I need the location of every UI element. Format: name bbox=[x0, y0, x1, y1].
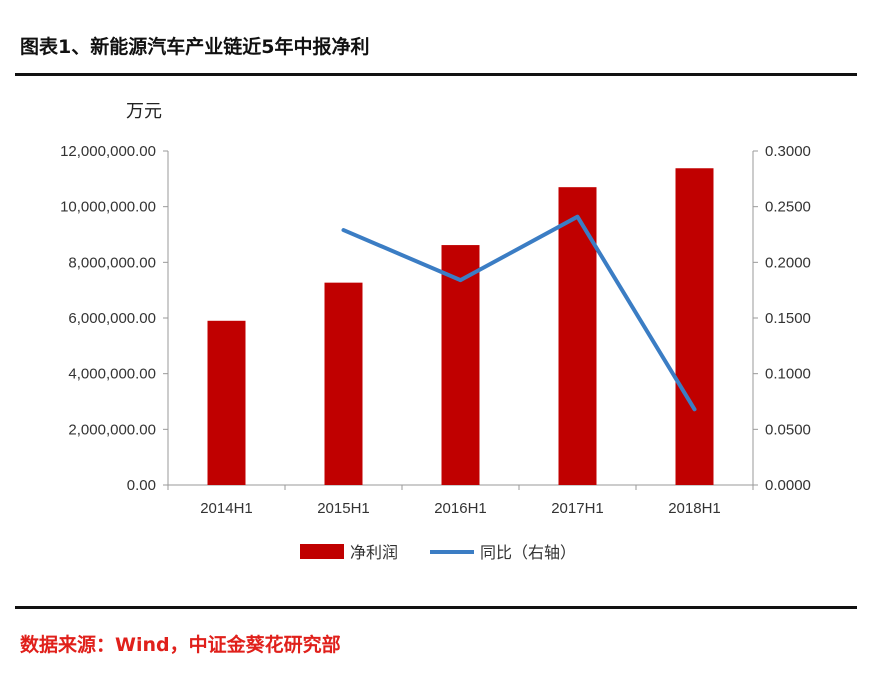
right-tick-label: 0.1500 bbox=[765, 310, 811, 327]
chart-title: 图表1、新能源汽车产业链近5年中报净利 bbox=[20, 36, 370, 58]
x-tick-label: 2018H1 bbox=[668, 500, 721, 517]
right-tick-label: 0.3000 bbox=[765, 143, 811, 160]
lines bbox=[341, 214, 697, 412]
bars bbox=[207, 168, 714, 486]
legend: 净利润 同比（右轴） bbox=[300, 543, 576, 562]
axes: 0.00 2,000,000.00 4,000,000.00 6,000,000.00… bbox=[60, 143, 811, 517]
right-tick-label: 0.1000 bbox=[765, 366, 811, 383]
x-tick-label: 2016H1 bbox=[434, 500, 487, 517]
left-tick-label: 2,000,000.00 bbox=[68, 421, 156, 438]
right-tick-label: 0.0000 bbox=[765, 477, 811, 494]
left-tick-label: 0.00 bbox=[127, 477, 156, 494]
x-tick-label: 2015H1 bbox=[317, 500, 370, 517]
legend-bar-label: 净利润 bbox=[350, 543, 398, 562]
left-tick-label: 12,000,000.00 bbox=[60, 143, 156, 160]
top-rule bbox=[15, 73, 857, 76]
chart: 万元 0.00 2,000,000.00 4,000,000.00 6,000,000… bbox=[60, 101, 811, 562]
net-profit-bar bbox=[441, 245, 480, 485]
left-tick-label: 6,000,000.00 bbox=[68, 310, 156, 327]
legend-line-label: 同比（右轴） bbox=[480, 543, 576, 562]
net-profit-bar bbox=[207, 320, 246, 485]
right-tick-label: 0.2500 bbox=[765, 199, 811, 216]
net-profit-bar bbox=[675, 168, 714, 486]
x-tick-label: 2014H1 bbox=[200, 500, 253, 517]
left-tick-label: 8,000,000.00 bbox=[68, 254, 156, 271]
right-tick-label: 0.0500 bbox=[765, 421, 811, 438]
legend-bar-swatch bbox=[300, 544, 344, 559]
left-axis-unit: 万元 bbox=[126, 101, 162, 122]
bottom-rule bbox=[15, 606, 857, 609]
right-tick-label: 0.2000 bbox=[765, 254, 811, 271]
left-tick-label: 10,000,000.00 bbox=[60, 199, 156, 216]
net-profit-bar bbox=[558, 187, 597, 485]
left-tick-label: 4,000,000.00 bbox=[68, 366, 156, 383]
data-source: 数据来源：Wind，中证金葵花研究部 bbox=[20, 634, 341, 656]
yoy-growth-line bbox=[341, 214, 697, 412]
net-profit-bar bbox=[324, 282, 363, 485]
x-tick-label: 2017H1 bbox=[551, 500, 604, 517]
